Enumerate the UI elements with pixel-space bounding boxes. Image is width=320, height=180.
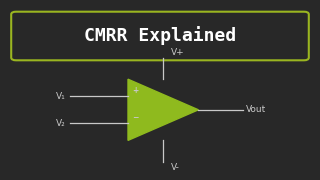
FancyBboxPatch shape [11,12,309,60]
Text: V+: V+ [171,48,185,57]
Text: V₂: V₂ [56,119,66,128]
Text: −: − [132,113,138,122]
Text: +: + [132,86,138,95]
Text: V-: V- [171,163,180,172]
Text: CMRR Explained: CMRR Explained [84,26,236,46]
Text: Vout: Vout [246,105,267,114]
Text: V₁: V₁ [56,92,66,101]
Polygon shape [128,79,198,140]
